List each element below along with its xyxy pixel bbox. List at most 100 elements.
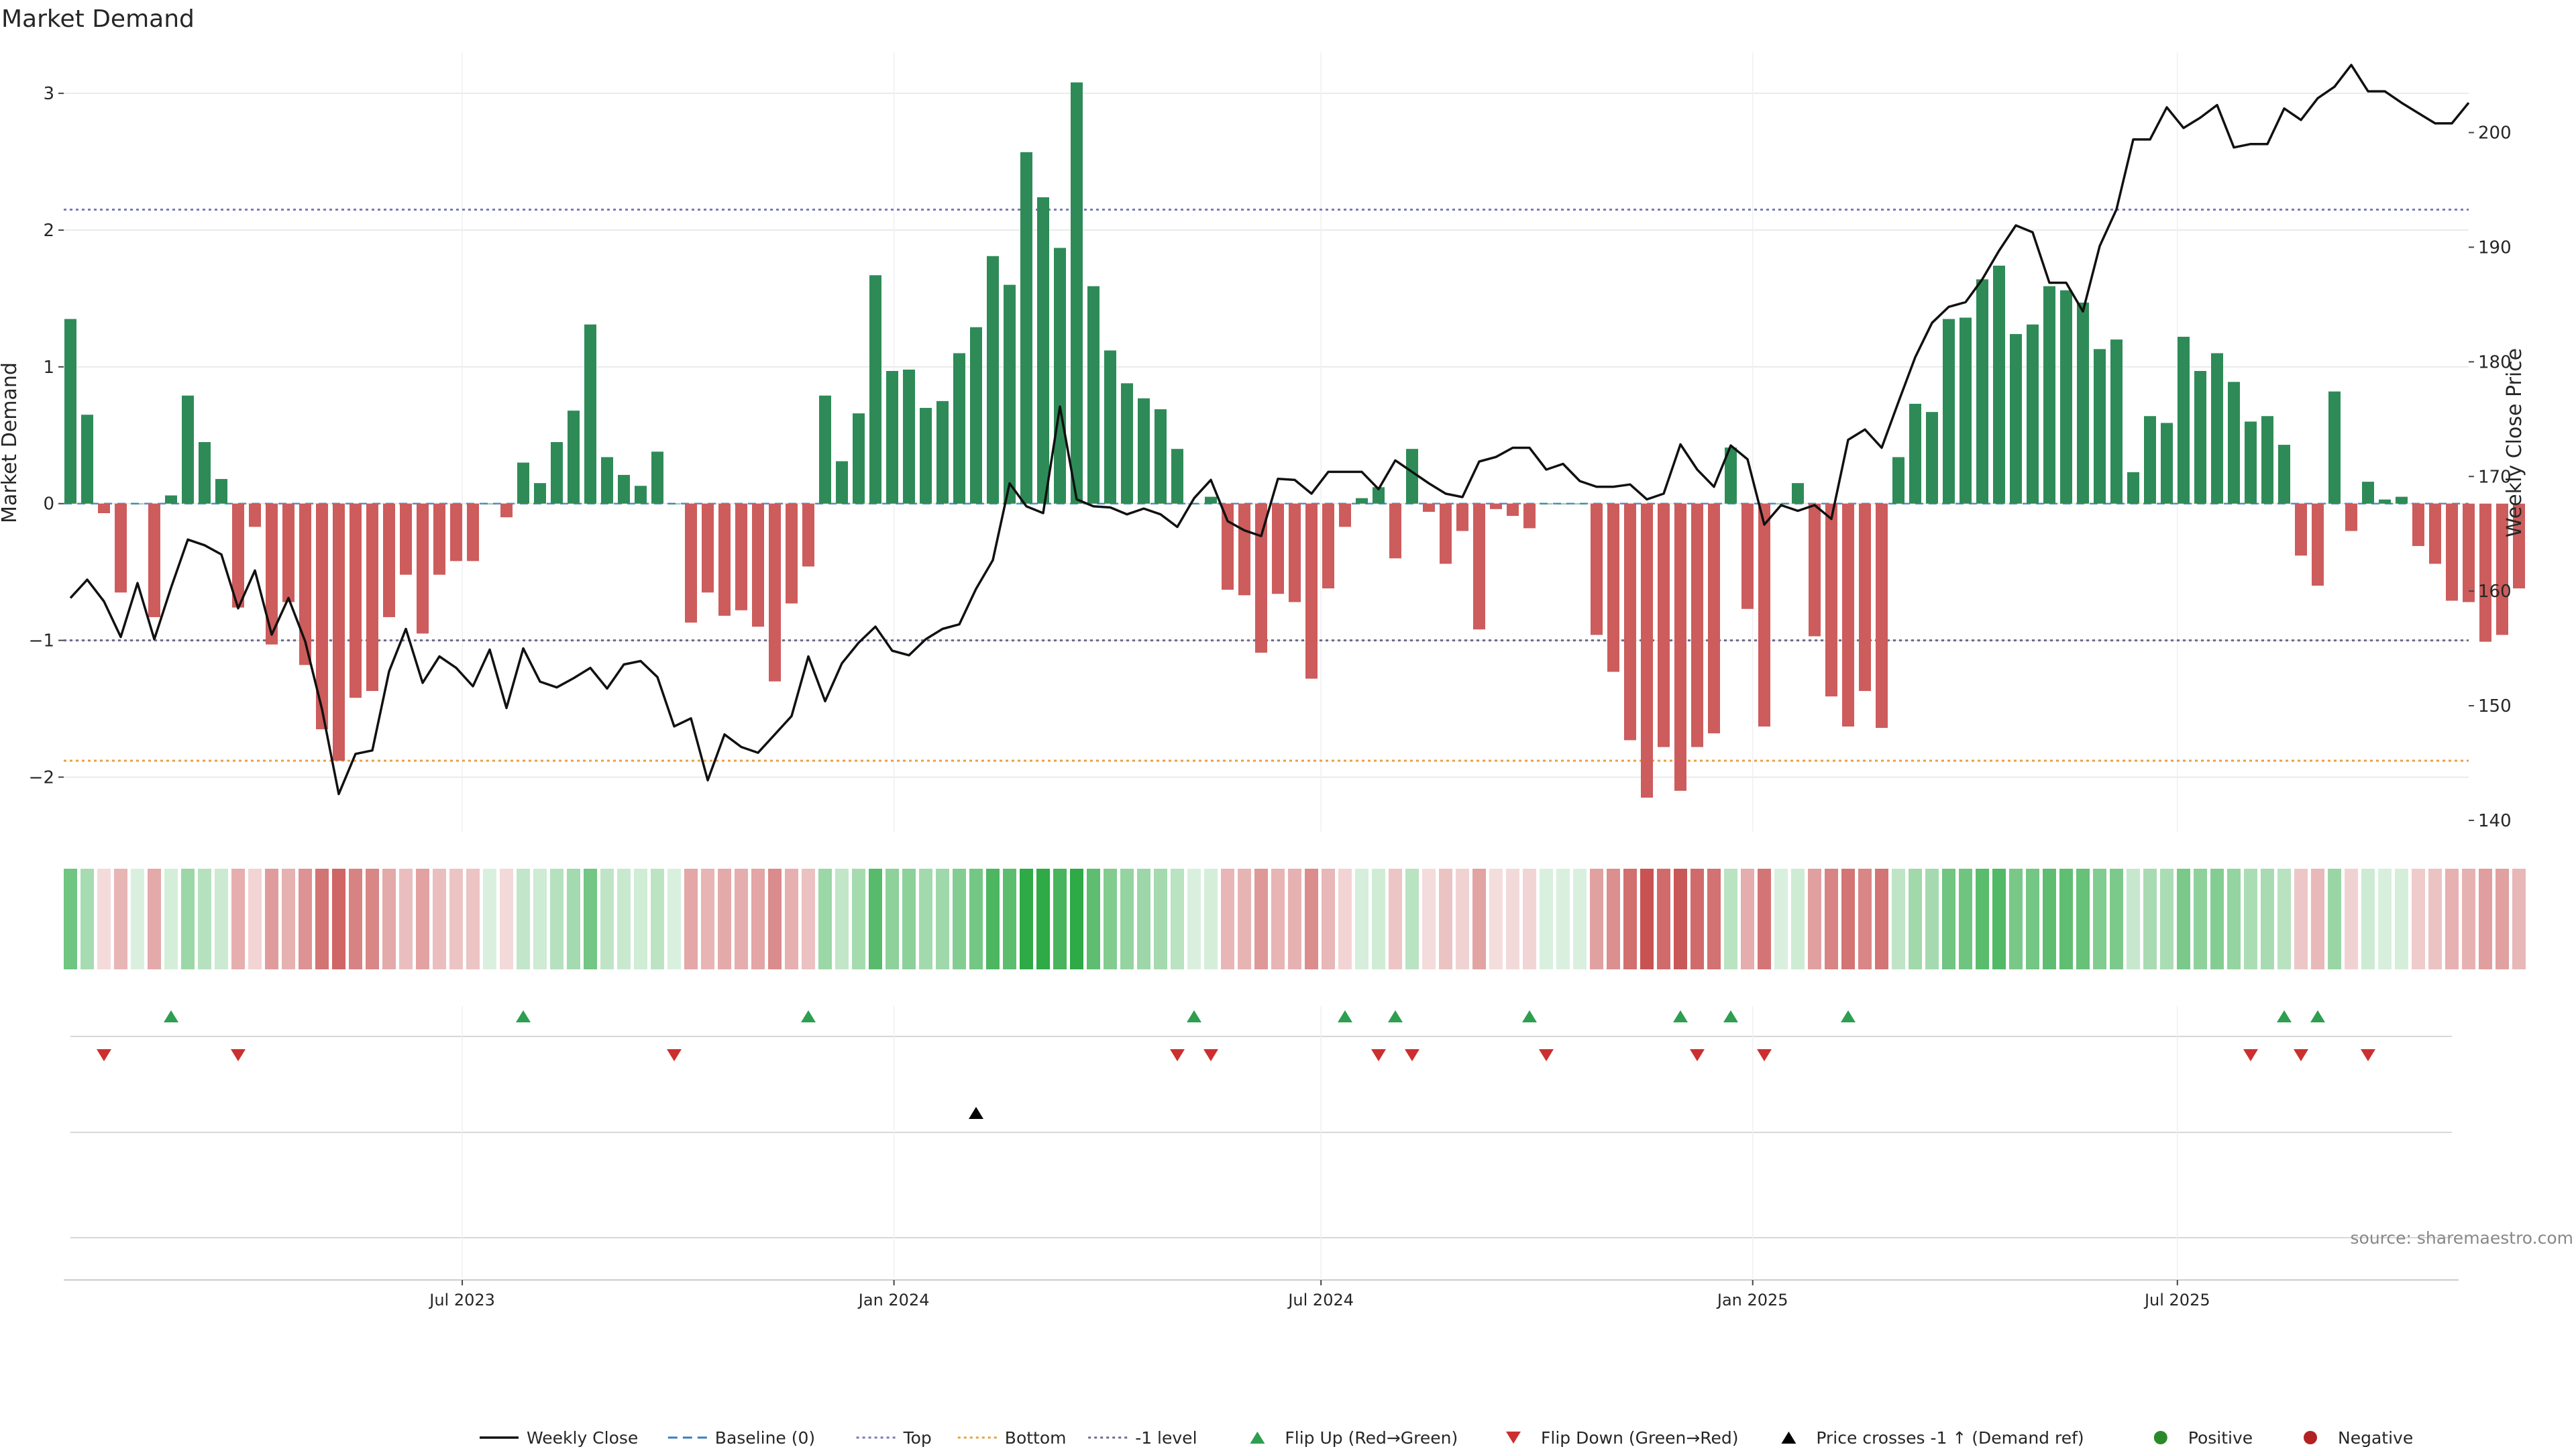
heat-cell [416,869,429,969]
demand-bar [1473,503,1485,630]
heat-cell [1137,869,1150,969]
demand-bar [685,503,697,623]
legend-swatch-triangle-up [1250,1432,1265,1444]
heat-cell [651,869,664,969]
flip-up-marker [1522,1010,1537,1022]
demand-bar [1406,449,1418,504]
heat-cell [131,869,144,969]
heat-cell [2026,869,2039,969]
demand-bar [2261,416,2273,504]
heat-cell [1506,869,1519,969]
heat-cell [718,869,731,969]
heat-cell [667,869,681,969]
heat-cell [986,869,1000,969]
demand-bar [2245,421,2257,504]
heat-cell [1590,869,1603,969]
legend-label: Flip Up (Red→Green) [1285,1428,1458,1448]
heat-cell [1657,869,1670,969]
heat-cell [1221,869,1234,969]
heat-cell [1003,869,1016,969]
demand-bar [1624,503,1636,741]
heat-cell [818,869,832,969]
demand-bar [2328,391,2341,504]
flip-up-marker [2310,1010,2325,1022]
demand-bar [2345,503,2357,531]
demand-bar [1708,503,1720,734]
legend-item-minus-one: -1 level [1088,1428,1197,1448]
demand-bar [2211,353,2223,504]
legend-label: Bottom [1005,1428,1067,1448]
heat-cell [1087,869,1100,969]
legend-item-baseline: Baseline (0) [667,1428,815,1448]
demand-bar [584,324,596,504]
heat-cell [1741,869,1754,969]
demand-bar [1087,286,1099,504]
demand-bar [2396,496,2408,504]
heat-cell [953,869,966,969]
flip-up-marker [164,1010,178,1022]
heat-cell [2428,869,2442,969]
demand-bar [769,503,781,682]
demand-bar [1842,503,1854,727]
heat-cell [315,869,329,969]
demand-bar [1121,383,1133,504]
heat-cell [299,869,312,969]
demand-bar [366,503,378,692]
heat-cell [1204,869,1218,969]
demand-bar [1322,503,1334,589]
demand-bar [1104,350,1116,504]
demand-bar [869,275,881,504]
demand-bar [936,400,949,504]
demand-bar [1456,503,1468,531]
demand-bar [2278,445,2290,504]
demand-bar [1155,409,1167,504]
heat-cell [2378,869,2392,969]
heat-cell [617,869,631,969]
flip-down-marker [1539,1049,1554,1061]
demand-bar [2027,324,2039,504]
heat-cell [1154,869,1167,969]
flip-up-marker [1841,1010,1856,1022]
heat-cell [114,869,127,969]
legend: Weekly Close Baseline (0) Top Bottom -1 leve… [480,1428,2413,1448]
y2-tick-label: 140 [2478,811,2512,831]
legend-item-bottom: Bottom [957,1428,1067,1448]
demand-bar [1607,503,1619,672]
heat-cell [248,869,262,969]
y2-tick-label: 160 [2478,582,2512,602]
heat-cell [500,869,513,969]
flip-down-marker [97,1049,111,1061]
flip-up-marker [1187,1010,1201,1022]
legend-item-top: Top [856,1428,932,1448]
heat-cell [1238,869,1251,969]
demand-bar [199,442,211,504]
heat-cell [64,869,77,969]
demand-bar [1037,197,1049,504]
legend-item-negative: Negative [2304,1428,2413,1448]
heat-cell [1875,869,1888,969]
heat-cell [1036,869,1050,969]
demand-bar [718,503,731,616]
heat-cell [449,869,463,969]
flip-down-marker [2361,1049,2375,1061]
heat-cell [1254,869,1268,969]
weekly-close-line [69,64,2470,796]
heat-cell [1724,869,1737,969]
demand-bar [1490,503,1502,509]
heat-cell [902,869,916,969]
demand-bar [819,395,831,504]
demand-bar [551,442,563,504]
legend-label: Baseline (0) [715,1428,815,1448]
demand-bar [1054,248,1066,504]
demand-bar [148,503,160,617]
heat-cell [1439,869,1452,969]
heat-cell [584,869,597,969]
legend-item-flip-up: Flip Up (Red→Green) [1250,1428,1458,1448]
y-tick-label: 0 [43,494,54,515]
demand-bar [1020,152,1032,504]
heat-cell [1355,869,1368,969]
demand-bar [953,353,965,504]
demand-bar [2144,416,2156,504]
heat-cell [835,869,849,969]
demand-bar [1792,483,1804,504]
